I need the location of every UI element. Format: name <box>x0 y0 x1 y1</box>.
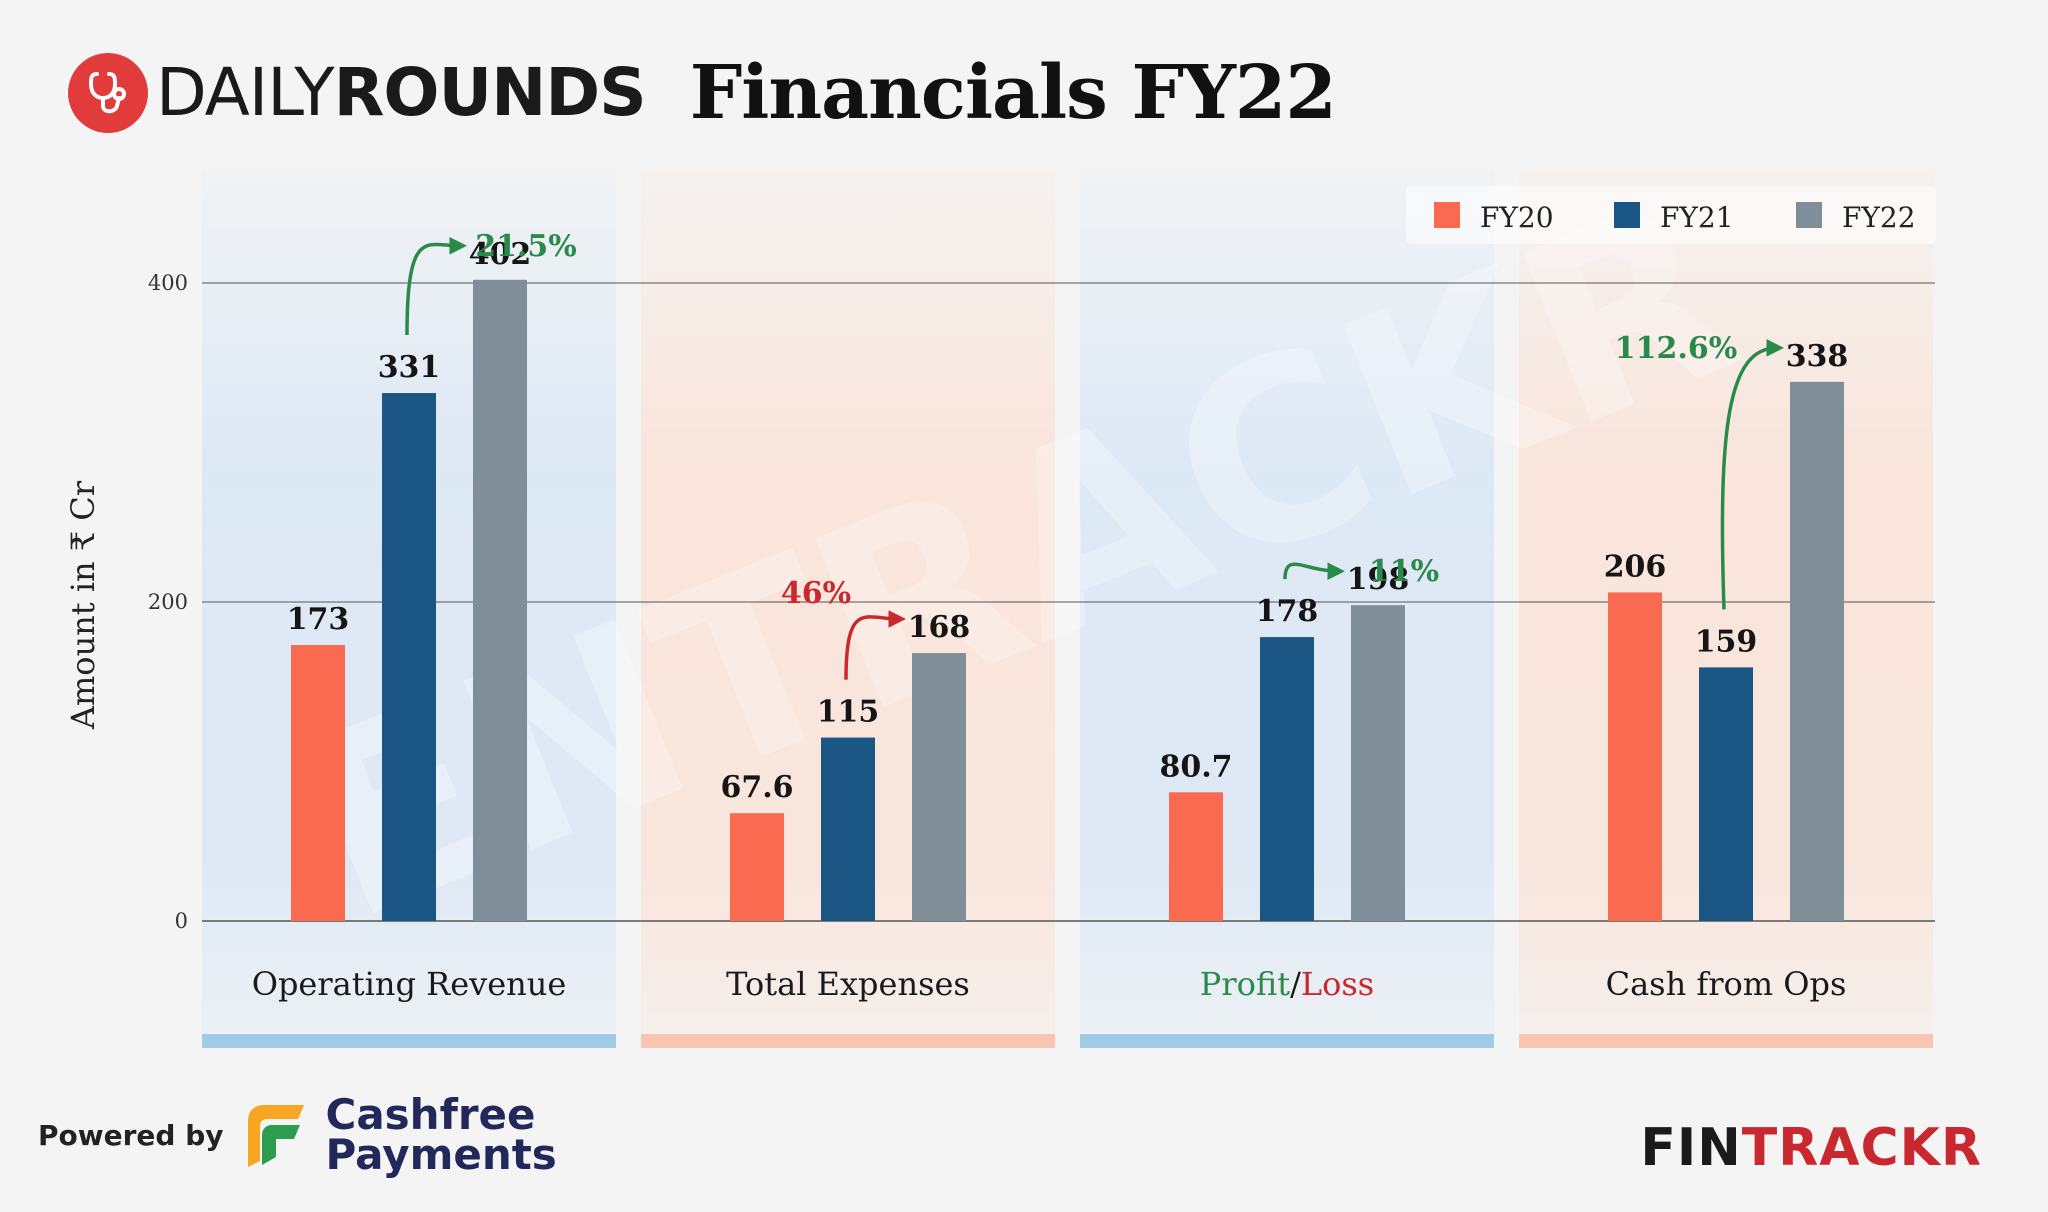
cashfree-line1: Cashfree <box>325 1090 536 1139</box>
growth-percent-label: 21.5% <box>475 229 577 264</box>
bar-fy22 <box>473 279 527 921</box>
bar-value-label: 80.7 <box>1159 749 1232 784</box>
bar-fy22 <box>1351 605 1405 921</box>
growth-percent-label: 112.6% <box>1615 331 1737 366</box>
growth-arrow <box>1720 339 1784 610</box>
bar-value-label: 168 <box>908 610 971 645</box>
category-label-part: / <box>1290 965 1301 1003</box>
bar-value-label: 206 <box>1604 549 1667 584</box>
growth-percent-label: 46% <box>781 576 851 611</box>
fintrackr-part-b: TRACKR <box>1741 1118 1982 1178</box>
bar-fy22 <box>1790 381 1844 921</box>
y-tick-label: 0 <box>175 909 188 933</box>
y-tick-label: 400 <box>148 271 188 295</box>
y-tick-label: 200 <box>148 590 188 614</box>
legend: FY20 FY21 FY22 <box>1406 186 1936 244</box>
bar-value-label: 338 <box>1786 339 1849 374</box>
growth-arrow <box>405 237 467 336</box>
brand-bold: ROUNDS <box>333 54 647 131</box>
bar-fy21 <box>1260 637 1314 921</box>
bar-value-label: 178 <box>1256 594 1319 629</box>
bar-value-label: 173 <box>287 602 350 637</box>
bar-fy21 <box>821 737 875 921</box>
fintrackr-logo: FINTRACKR <box>1640 1118 1982 1178</box>
category-label: Profit/Loss <box>1200 965 1374 1003</box>
bar-fy20 <box>730 813 784 921</box>
cashfree-logo-icon <box>247 1105 304 1167</box>
category-label: Cash from Ops <box>1606 965 1847 1003</box>
powered-by-label: Powered by <box>38 1118 224 1152</box>
category-underline <box>641 1034 1055 1048</box>
bar-value-label: 402 <box>469 237 532 272</box>
bar-fy20 <box>291 645 345 921</box>
growth-percent-label: 11% <box>1369 554 1439 589</box>
powered-by-block: Powered by Cashfree Payments <box>38 1090 557 1179</box>
bar-fy20 <box>1608 592 1662 921</box>
brand-light: DAILY <box>156 54 335 131</box>
bar-value-label: 115 <box>817 695 880 730</box>
fintrackr-part-a: FIN <box>1640 1118 1742 1178</box>
category-label-part: Profit <box>1200 965 1290 1003</box>
legend-label: FY21 <box>1660 201 1734 234</box>
category-label: Operating Revenue <box>252 965 567 1003</box>
bar-value-label: 67.6 <box>720 770 793 805</box>
category-underline <box>1519 1034 1933 1048</box>
bar-fy22 <box>912 653 966 921</box>
legend-label: FY20 <box>1480 201 1554 234</box>
legend-box <box>1406 186 1936 244</box>
bar-value-label: 159 <box>1695 624 1758 659</box>
legend-swatch-fy20 <box>1434 202 1460 228</box>
category-label: Total Expenses <box>726 965 970 1003</box>
growth-arrow <box>1283 562 1345 580</box>
header: DAILYROUNDS Financials FY22 <box>68 48 1337 138</box>
dailyrounds-logo: DAILYROUNDS <box>156 60 647 126</box>
bar-fy21 <box>1699 667 1753 921</box>
y-axis-label: Amount in ₹ Cr <box>64 480 102 730</box>
bar-value-label: 331 <box>378 350 441 385</box>
cashfree-wordmark: Cashfree Payments <box>325 1090 557 1179</box>
stethoscope-icon <box>68 53 148 133</box>
cashfree-line2: Payments <box>325 1130 557 1179</box>
legend-swatch-fy21 <box>1614 202 1640 228</box>
page-title: Financials FY22 <box>689 50 1337 136</box>
category-label-part: Loss <box>1301 965 1374 1003</box>
legend-swatch-fy22 <box>1796 202 1822 228</box>
bar-fy20 <box>1169 792 1223 921</box>
growth-arrow <box>844 610 906 680</box>
legend-label: FY22 <box>1842 201 1916 234</box>
bar-fy21 <box>382 393 436 921</box>
bar-value-label: 198 <box>1347 562 1410 597</box>
category-underline <box>1080 1034 1494 1048</box>
category-underline <box>202 1034 616 1048</box>
